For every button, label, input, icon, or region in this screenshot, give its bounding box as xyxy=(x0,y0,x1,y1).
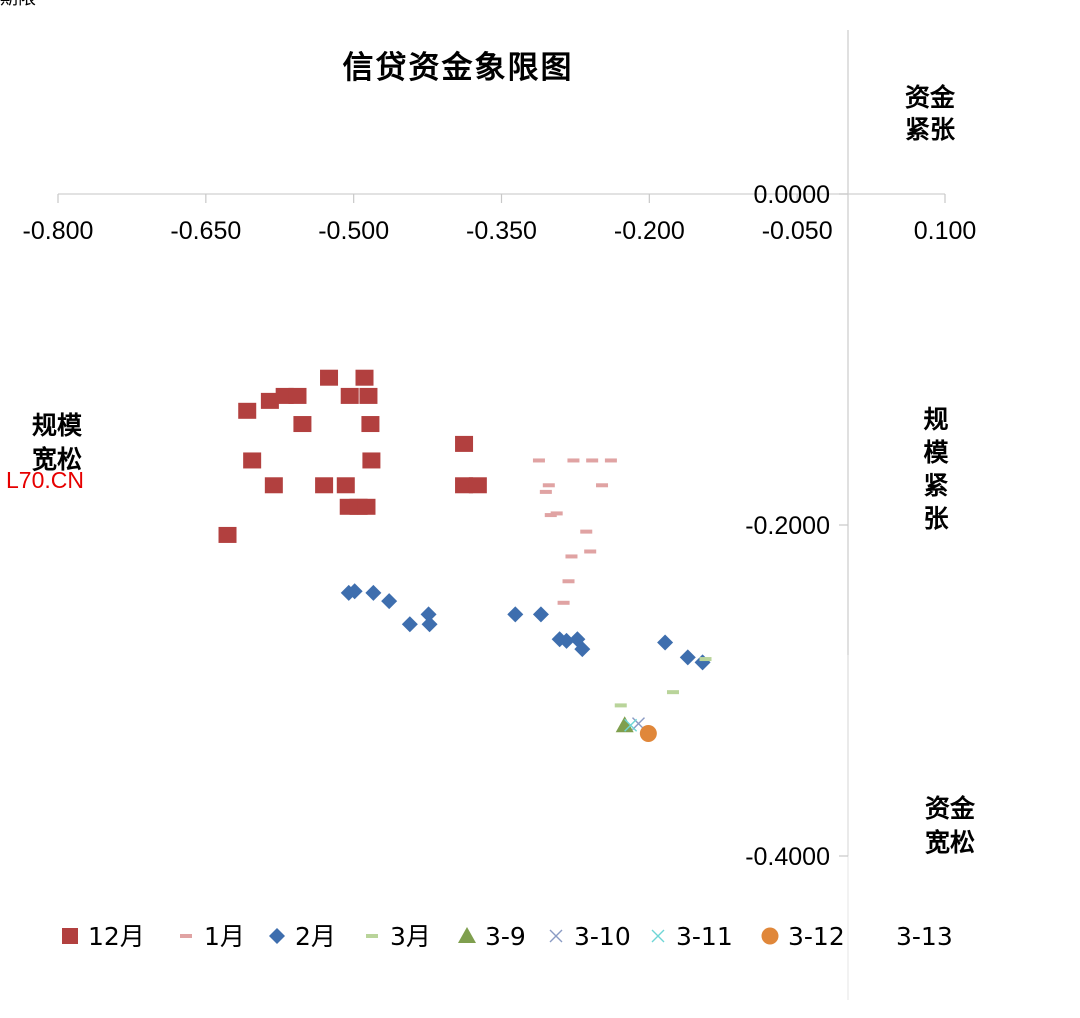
tick-labels: -0.800 -0.650 -0.500 -0.350 -0.200 -0.050 0.10… xyxy=(23,181,977,871)
data-point xyxy=(421,616,438,633)
legend-label: 3-12 xyxy=(788,922,845,951)
legend-label: 1月 xyxy=(204,922,245,951)
x-tick-label: -0.650 xyxy=(170,217,241,245)
x-tick-label: 0.100 xyxy=(914,217,977,245)
data-point xyxy=(694,654,711,671)
data-point xyxy=(550,511,563,516)
legend-marker xyxy=(62,928,78,944)
data-point xyxy=(542,483,555,488)
data-point xyxy=(615,716,634,733)
data-point xyxy=(238,402,257,419)
data-point xyxy=(574,641,591,658)
quadrant-label-line: 紧 xyxy=(923,471,948,500)
quadrant-right-label: 规 模 紧 张 xyxy=(923,405,949,533)
data-point xyxy=(455,435,474,452)
legend-marker xyxy=(761,927,779,945)
data-point xyxy=(532,458,545,463)
data-point xyxy=(624,718,638,732)
legend-marker xyxy=(180,934,192,938)
quadrant-top-right-label: 资金 紧张 xyxy=(905,83,956,144)
legend-marker xyxy=(269,928,285,944)
data-point xyxy=(288,387,307,404)
legend-label: 3-10 xyxy=(574,922,631,951)
data-point xyxy=(666,690,679,695)
data-point xyxy=(365,584,382,601)
data-point xyxy=(401,616,418,633)
data-point xyxy=(558,632,575,649)
data-point xyxy=(336,477,355,494)
data-point xyxy=(455,477,474,494)
data-point xyxy=(565,554,578,559)
quadrant-bottom-right-label: 资金 宽松 xyxy=(925,794,976,857)
legend-label: 2月 xyxy=(295,922,336,951)
data-point xyxy=(657,634,674,651)
data-point xyxy=(639,725,657,743)
chart-title: 信贷资金象限图 xyxy=(343,50,574,86)
data-point xyxy=(264,477,283,494)
legend-marker xyxy=(458,927,476,943)
data-point xyxy=(361,416,380,433)
data-point xyxy=(260,392,279,409)
legend-marker xyxy=(549,929,563,943)
watermark-text: L70.CN xyxy=(6,467,84,493)
data-point xyxy=(346,583,363,600)
legend-label: 3月 xyxy=(390,922,431,951)
quadrant-label-line: 资金 xyxy=(925,794,976,823)
data-point xyxy=(218,526,237,543)
data-point xyxy=(614,703,627,708)
legend: 12月 1月 2月 3月 3-9 3-10 3-11 3-12 3-13 xyxy=(62,922,953,951)
data-point xyxy=(381,593,398,610)
data-point xyxy=(562,579,575,584)
quadrant-label-line: 规 xyxy=(923,405,948,434)
quadrant-label-line: 张 xyxy=(923,504,949,533)
data-point xyxy=(580,529,593,534)
data-point xyxy=(679,649,696,666)
data-point xyxy=(420,606,437,623)
legend-marker xyxy=(366,934,378,938)
data-point xyxy=(596,483,609,488)
data-point xyxy=(357,498,376,515)
data-point xyxy=(567,458,580,463)
data-point xyxy=(340,387,359,404)
data-point xyxy=(243,452,262,469)
y-tick-label: -0.4000 xyxy=(745,843,830,871)
data-point xyxy=(532,606,549,623)
data-point xyxy=(507,606,524,623)
quadrant-label-line: 宽松 xyxy=(925,828,975,857)
x-tick-label: -0.200 xyxy=(614,217,685,245)
corner-fragment-text: 期限 xyxy=(0,0,36,9)
data-point xyxy=(699,657,712,662)
quadrant-label-line: 宽松 xyxy=(32,445,82,474)
data-point xyxy=(359,387,378,404)
x-tick-label: -0.800 xyxy=(23,217,94,245)
legend-label: 12月 xyxy=(88,922,145,951)
quadrant-label-line: 紧张 xyxy=(905,115,956,144)
data-point xyxy=(539,489,552,494)
legend-marker xyxy=(651,929,665,943)
data-point xyxy=(584,549,597,554)
data-point xyxy=(557,600,570,605)
data-point xyxy=(362,452,381,469)
quadrant-label-line: 规模 xyxy=(32,411,83,440)
x-tick-label: -0.350 xyxy=(466,217,537,245)
data-point xyxy=(468,477,487,494)
legend-label: 3-11 xyxy=(676,922,733,951)
legend-label: 3-9 xyxy=(485,922,526,951)
y-tick-label: 0.0000 xyxy=(754,181,830,209)
data-point xyxy=(604,458,617,463)
quadrant-label-line: 模 xyxy=(923,438,949,467)
data-point xyxy=(293,416,312,433)
data-point xyxy=(355,369,374,386)
quadrant-left-label: 规模 宽松 xyxy=(32,411,83,474)
data-point xyxy=(586,458,599,463)
data-point xyxy=(320,369,339,386)
x-tick-label: -0.050 xyxy=(762,217,833,245)
data-points xyxy=(218,369,712,743)
x-tick-label: -0.500 xyxy=(318,217,389,245)
y-tick-label: -0.2000 xyxy=(745,512,830,540)
quadrant-label-line: 资金 xyxy=(905,83,956,112)
data-point xyxy=(315,477,334,494)
legend-label: 3-13 xyxy=(896,922,953,951)
